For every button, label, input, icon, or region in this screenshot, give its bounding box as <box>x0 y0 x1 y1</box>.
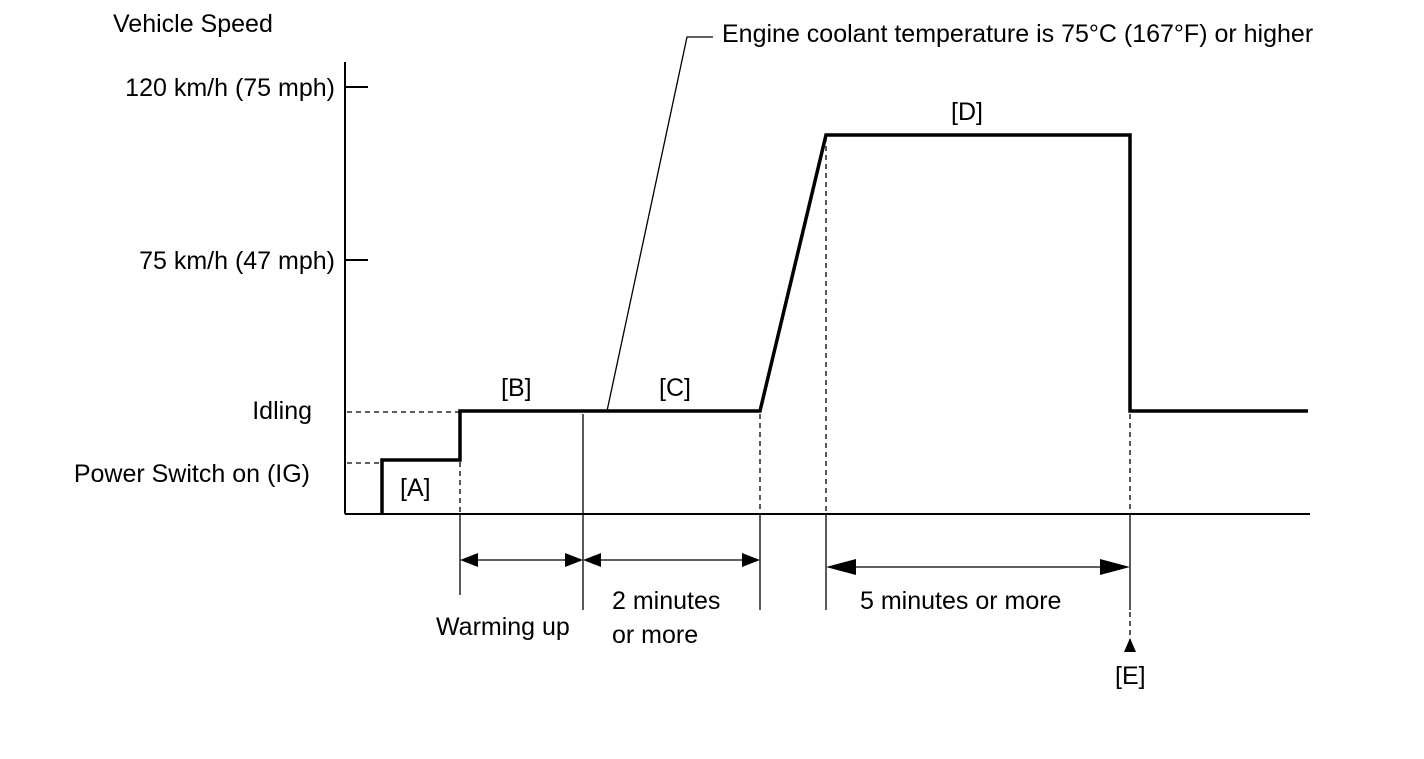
warming-up-arrow <box>460 553 583 567</box>
level-label-idling: Idling <box>252 397 312 425</box>
two-minutes-label-line1: 2 minutes <box>612 587 720 615</box>
callout-leader-line <box>606 36 713 412</box>
marker-e-arrowhead <box>1124 638 1136 652</box>
level-label-75: 75 km/h (47 mph) <box>139 247 335 275</box>
level-label-power-on: Power Switch on (IG) <box>74 460 310 488</box>
phase-label-e: [E] <box>1115 662 1146 690</box>
five-minutes-label: 5 minutes or more <box>860 587 1061 615</box>
phase-label-a: [A] <box>400 474 431 502</box>
speed-profile-line <box>380 133 1308 514</box>
phase-label-d: [D] <box>951 98 983 126</box>
level-label-120: 120 km/h (75 mph) <box>125 74 335 102</box>
phase-label-b: [B] <box>501 374 532 402</box>
phase-label-c: [C] <box>659 374 691 402</box>
warming-up-label: Warming up <box>436 613 570 641</box>
two-minutes-label-line2: or more <box>612 621 698 649</box>
coolant-callout: Engine coolant temperature is 75°C (167°… <box>722 20 1313 48</box>
two-minutes-arrow <box>583 553 760 567</box>
y-axis-title: Vehicle Speed <box>113 10 273 38</box>
five-minutes-arrow <box>826 559 1130 575</box>
